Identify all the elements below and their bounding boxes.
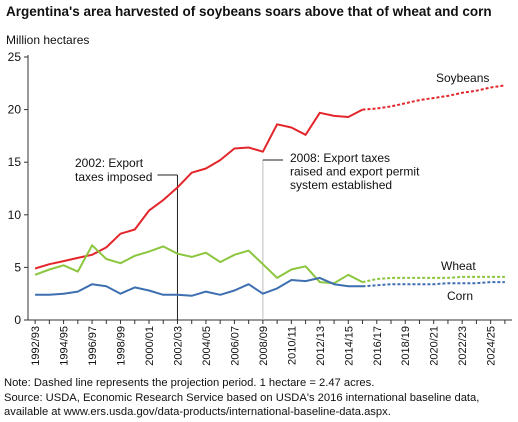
x-tick-label: 1998/99 <box>116 326 128 366</box>
x-tick-label: 2016/17 <box>372 326 384 366</box>
chart-note: Note: Dashed line represents the project… <box>4 376 516 420</box>
y-tick-label: 25 <box>8 50 22 64</box>
x-tick-label: 1996/97 <box>87 326 99 366</box>
note-line: Note: Dashed line represents the project… <box>4 377 375 389</box>
x-tick-label: 2008/09 <box>258 326 270 366</box>
annotation-2008-text: 2008: Export taxes <box>290 151 390 165</box>
line-chart: Million hectares 0 5 10 15 20 25 1992/93 1994/95… <box>6 33 512 366</box>
series-corn-projection <box>362 281 505 288</box>
y-tick-label: 20 <box>8 103 22 117</box>
series-wheat-line <box>34 244 363 285</box>
source-url-line: available at www.ers.usda.gov/data-produ… <box>4 406 391 418</box>
x-tick-label: 2022/23 <box>457 326 469 366</box>
y-axis-label: Million hectares <box>6 33 89 47</box>
chart-series: Soybeans Wheat Corn <box>34 71 506 303</box>
x-tick-label: 2018/19 <box>400 326 412 366</box>
y-tick-label: 0 <box>14 313 21 327</box>
y-tick-label: 10 <box>8 208 22 222</box>
series-soybeans-projection <box>362 84 506 111</box>
x-tick-label: 2014/15 <box>343 326 355 366</box>
x-tick-label: 2020/21 <box>429 326 441 366</box>
annotation-2008-text: raised and export permit <box>290 165 420 179</box>
annotation-2008-text: system established <box>290 178 392 192</box>
x-tick-label: 2010/11 <box>286 326 298 365</box>
x-tick-label: 2004/05 <box>201 326 213 366</box>
series-corn-line <box>35 276 363 297</box>
annotation-2002-text: 2002: Export <box>75 156 144 170</box>
x-tick-label: 1992/93 <box>30 326 42 366</box>
y-tick-label: 5 <box>14 260 21 274</box>
series-wheat-projection <box>362 275 505 284</box>
series-wheat-label: Wheat <box>441 259 476 273</box>
series-corn-label: Corn <box>447 289 473 303</box>
x-tick-label: 1994/95 <box>59 326 71 366</box>
series-soybeans-label: Soybeans <box>436 71 489 85</box>
x-tick-label: 2002/03 <box>172 326 184 366</box>
source-line: Source: USDA, Economic Research Service … <box>4 391 480 404</box>
y-tick-label: 15 <box>8 155 22 169</box>
chart-axes: Million hectares 0 5 10 15 20 25 1992/93 1994/95… <box>6 33 512 366</box>
x-tick-label: 2024/25 <box>486 326 498 366</box>
chart-title: Argentina's area harvested of soybeans s… <box>6 4 492 19</box>
series-soybeans-line <box>34 108 363 270</box>
x-tick-label: 2006/07 <box>229 326 241 366</box>
x-tick-label: 2012/13 <box>315 326 327 366</box>
annotation-2002-text: taxes imposed <box>75 170 152 184</box>
x-tick-label: 2000/01 <box>144 326 156 366</box>
